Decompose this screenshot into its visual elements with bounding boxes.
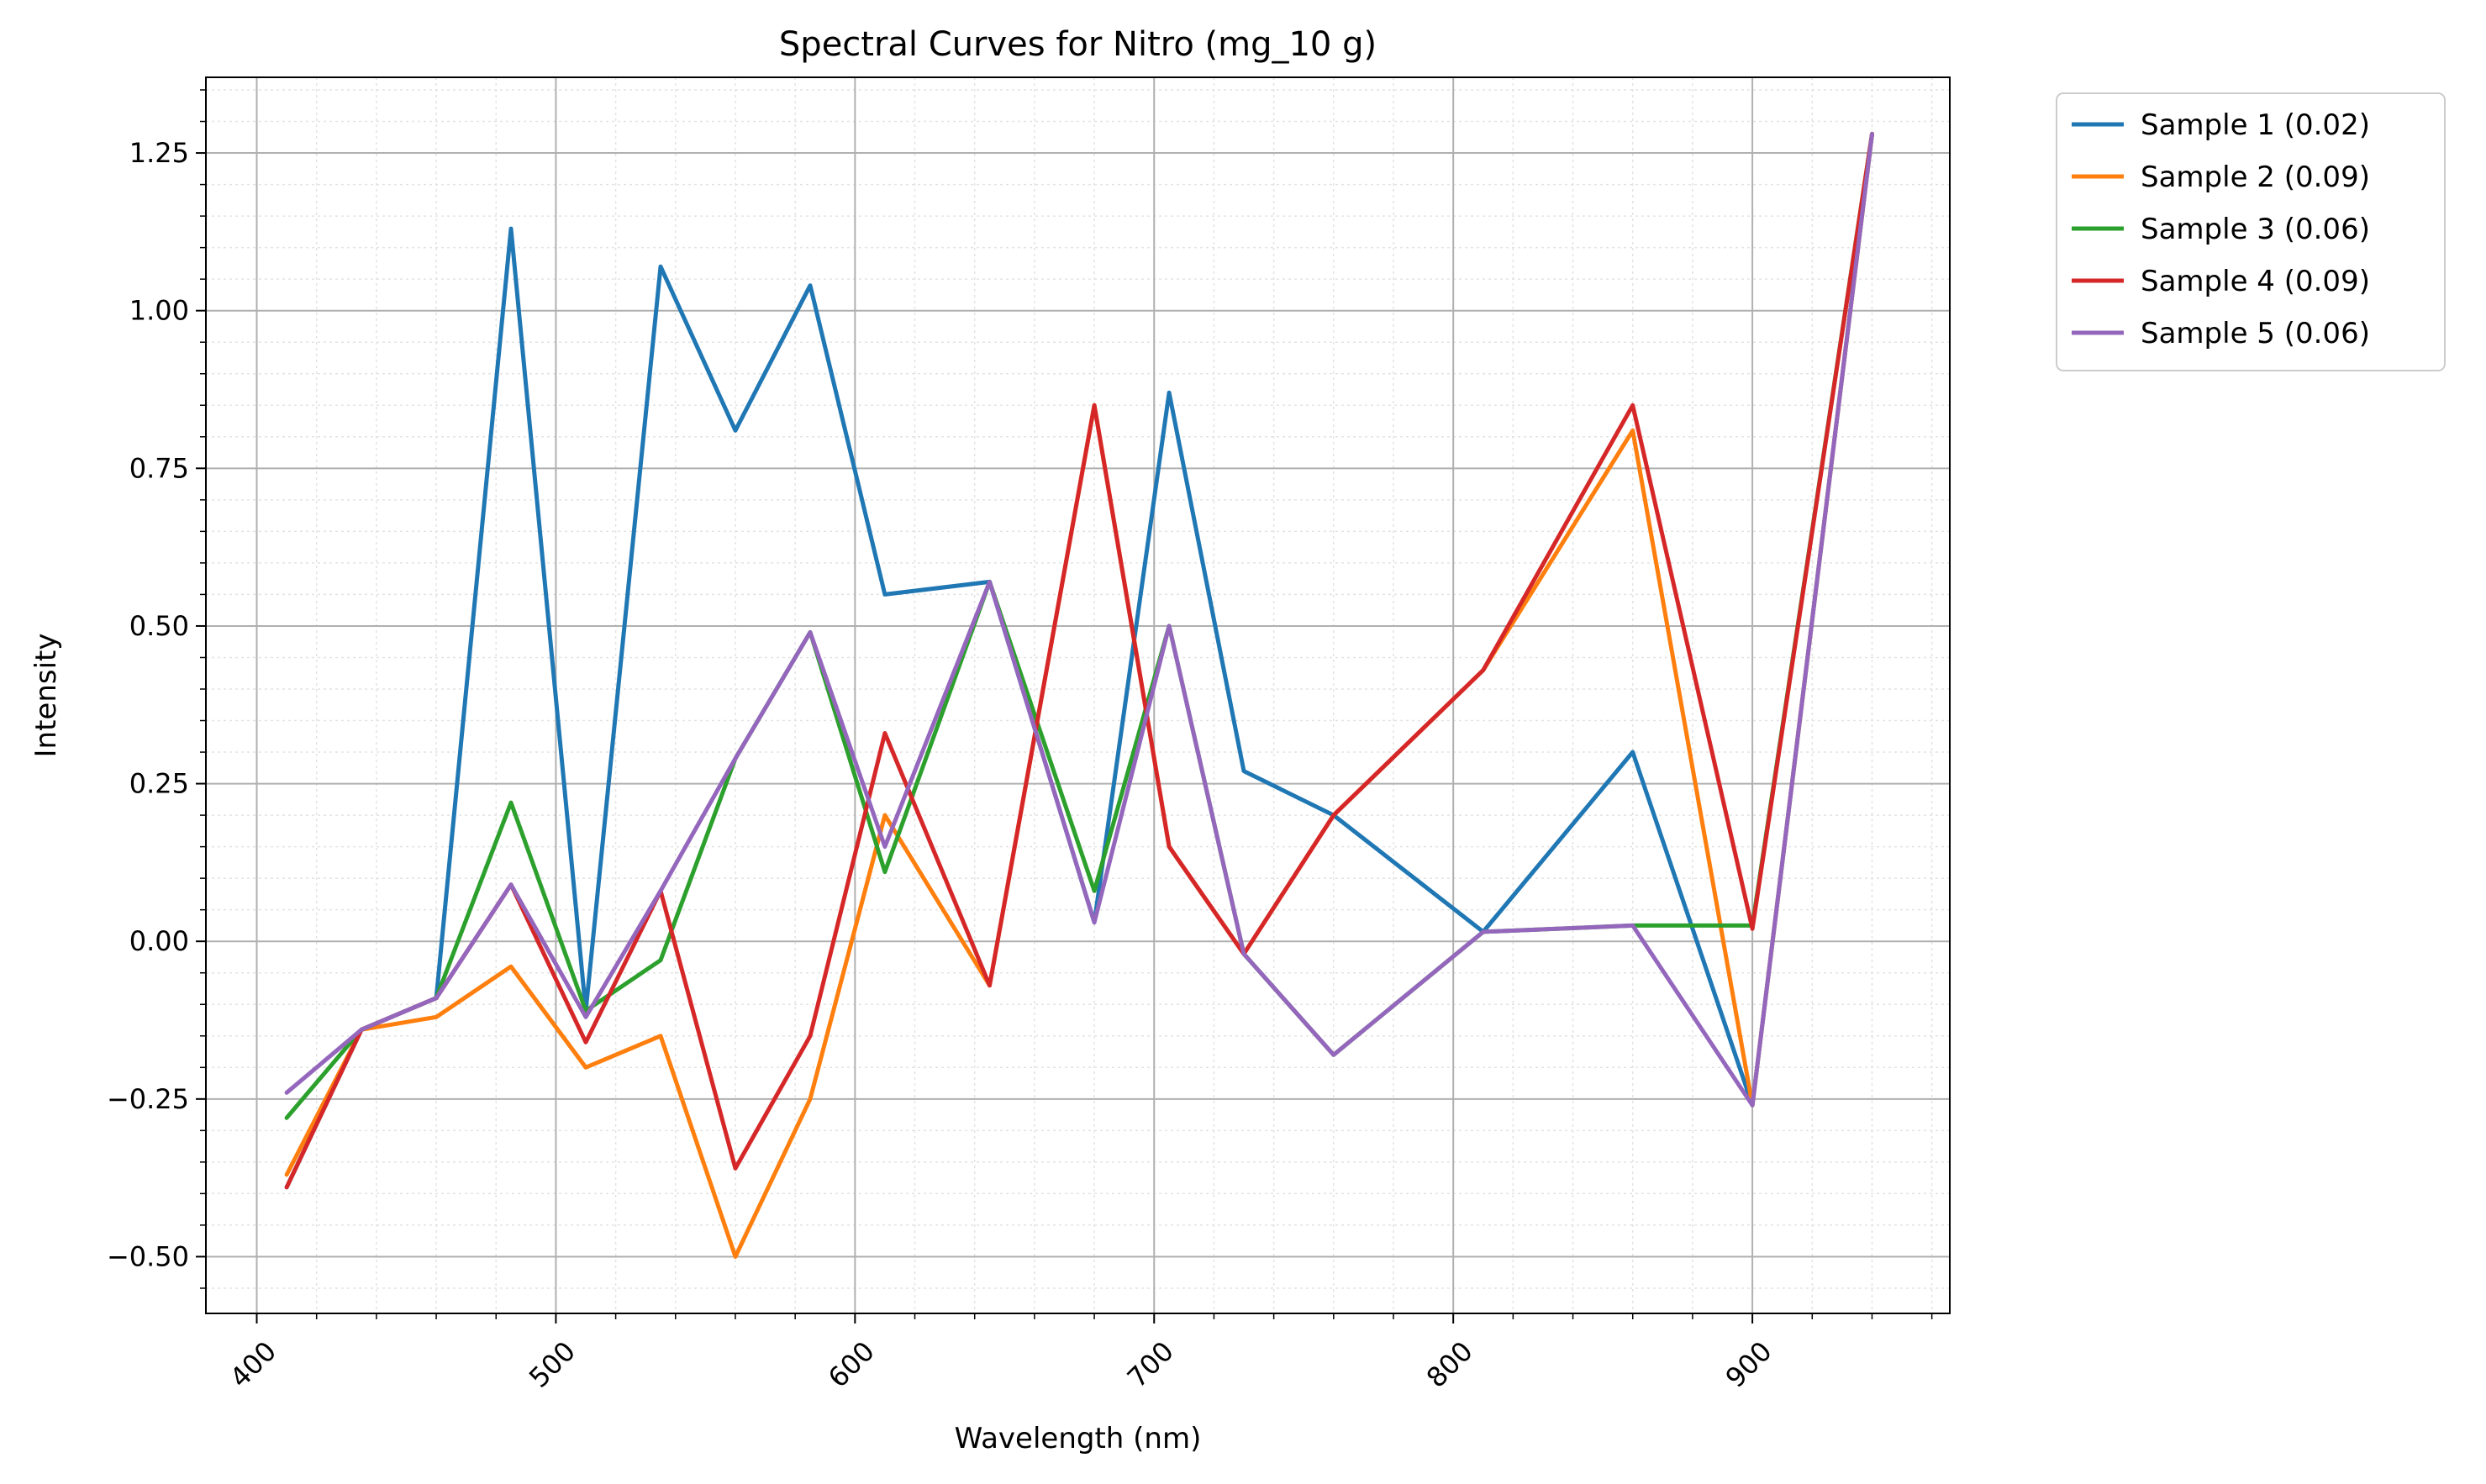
y-tick-label: −0.25: [107, 1083, 189, 1115]
chart-title: Spectral Curves for Nitro (mg_10 g): [779, 25, 1377, 64]
legend-label: Sample 1 (0.02): [2141, 108, 2370, 142]
y-tick-label: 0.25: [129, 768, 189, 800]
legend-box: [2056, 92, 2446, 371]
major-grid: [206, 77, 1950, 1313]
y-tick-label: 0.50: [129, 610, 189, 642]
y-tick-label: 0.00: [129, 925, 189, 957]
series-lines: [284, 132, 1874, 1259]
legend-label: Sample 2 (0.09): [2141, 161, 2370, 194]
minor-grid: [206, 77, 1950, 1313]
y-tick-label: 1.25: [129, 137, 189, 169]
legend-label: Sample 3 (0.06): [2141, 213, 2370, 246]
y-tick-label: −0.50: [107, 1240, 189, 1272]
series-line-sample-1: [284, 132, 1874, 1190]
legend-label: Sample 4 (0.09): [2141, 265, 2370, 298]
y-tick-label: 1.00: [129, 295, 189, 327]
plot-frame: [205, 76, 1951, 1314]
y-tick-label: 0.75: [129, 452, 189, 484]
y-axis: −0.50 −0.25 0.00 0.25 0.50 0.75 1.00 1.25: [107, 89, 206, 1289]
legend-label: Sample 5 (0.06): [2141, 317, 2370, 350]
series-line-sample-5: [284, 132, 1874, 1108]
x-axis-label: Wavelength (nm): [955, 1422, 1202, 1455]
legend: Sample 1 (0.02) Sample 2 (0.09) Sample 3 (…: [2056, 92, 2446, 371]
y-axis-label: Intensity: [29, 634, 63, 758]
